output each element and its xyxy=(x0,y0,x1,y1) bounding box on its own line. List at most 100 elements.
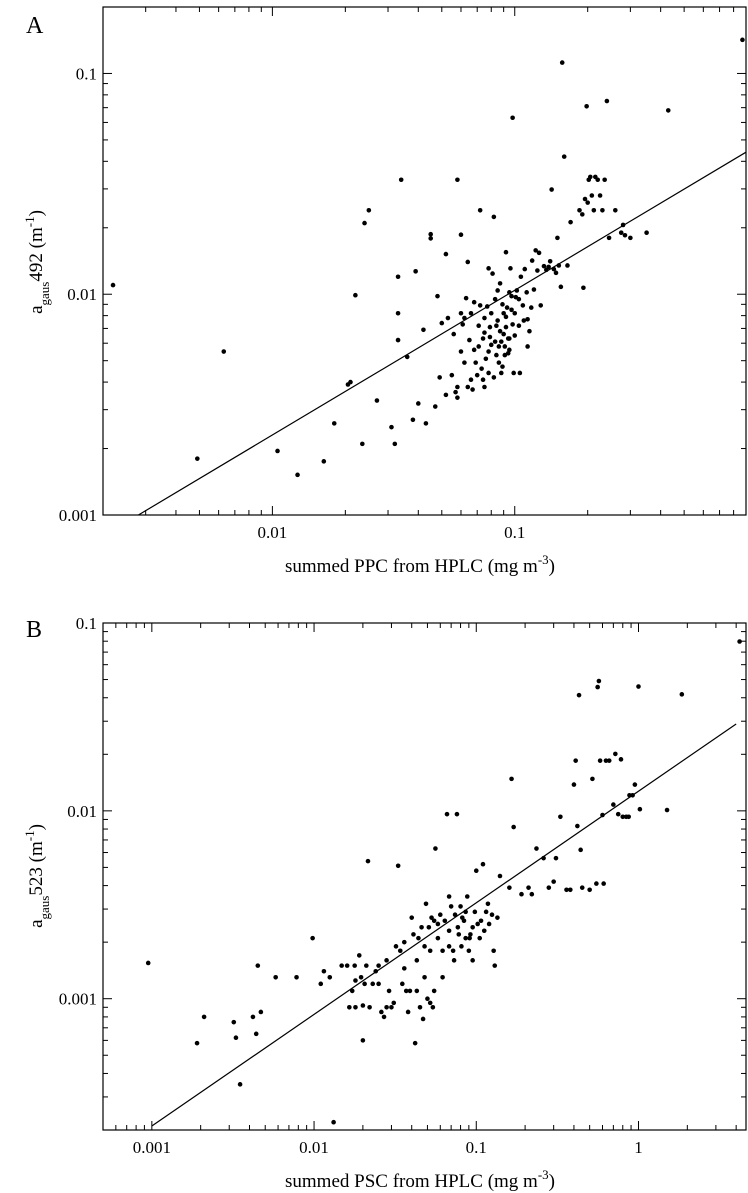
data-point xyxy=(410,417,416,423)
data-point xyxy=(630,792,635,798)
scatter-panel-b: B 0.001 0.01 0.1 1 0.001 0.01 0.1 summed PSC f… xyxy=(22,614,747,1192)
data-point xyxy=(451,958,457,963)
data-point xyxy=(331,421,337,426)
data-point xyxy=(518,274,524,280)
data-point xyxy=(421,327,426,333)
data-point xyxy=(590,776,595,782)
y-tick-label: 0.001 xyxy=(59,506,97,525)
data-point xyxy=(435,921,441,927)
data-point xyxy=(494,352,499,358)
data-point xyxy=(600,812,605,818)
data-point xyxy=(565,263,570,268)
data-point xyxy=(353,978,358,983)
data-point xyxy=(561,154,567,159)
data-point xyxy=(455,384,460,390)
data-point xyxy=(509,776,514,782)
data-point xyxy=(455,924,461,930)
data-point xyxy=(531,287,537,292)
data-point xyxy=(492,296,498,302)
data-point xyxy=(374,398,380,403)
data-point xyxy=(446,944,452,949)
data-point xyxy=(429,915,434,920)
data-point xyxy=(253,1031,259,1037)
data-point xyxy=(504,305,510,310)
data-point xyxy=(556,263,562,268)
data-point xyxy=(381,1014,387,1020)
data-point xyxy=(473,868,479,874)
data-point xyxy=(487,334,493,340)
data-point xyxy=(431,918,437,924)
data-point xyxy=(442,918,448,924)
data-point xyxy=(618,230,624,235)
data-point xyxy=(416,401,421,406)
data-point xyxy=(618,757,624,762)
data-point xyxy=(559,60,565,65)
data-point xyxy=(404,354,410,360)
data-point xyxy=(481,928,487,934)
data-point xyxy=(514,288,520,293)
data-point xyxy=(273,974,278,980)
data-point xyxy=(384,1004,389,1010)
data-point xyxy=(602,177,607,183)
data-point xyxy=(525,316,530,322)
data-point xyxy=(491,375,497,380)
data-point xyxy=(353,1004,358,1010)
data-point xyxy=(310,935,315,941)
data-point xyxy=(516,323,522,329)
data-point xyxy=(403,988,409,994)
data-point xyxy=(500,364,505,369)
data-point xyxy=(201,1014,207,1020)
data-point xyxy=(195,456,200,461)
data-point xyxy=(465,384,471,390)
data-point xyxy=(501,331,506,337)
data-point xyxy=(581,285,586,291)
data-point xyxy=(492,339,498,344)
data-point xyxy=(451,331,457,337)
data-point xyxy=(546,264,551,270)
fit-line-b xyxy=(151,723,737,1127)
data-point xyxy=(484,304,490,309)
data-point xyxy=(376,981,381,987)
data-point xyxy=(482,384,487,390)
data-point xyxy=(358,974,364,980)
data-point xyxy=(611,802,616,807)
data-point xyxy=(389,1004,394,1010)
data-point xyxy=(737,639,742,644)
data-point xyxy=(501,310,506,316)
data-point xyxy=(347,1004,352,1010)
data-point xyxy=(509,307,514,313)
data-point xyxy=(551,266,557,272)
data-point xyxy=(475,921,480,927)
data-point xyxy=(427,948,433,954)
data-point xyxy=(409,915,415,920)
data-point xyxy=(632,782,638,787)
data-point xyxy=(483,909,489,915)
data-point xyxy=(516,296,522,302)
data-point xyxy=(435,935,441,941)
plot-frame-a xyxy=(102,6,747,516)
data-point xyxy=(529,891,535,897)
data-point xyxy=(437,912,443,918)
data-point xyxy=(395,310,401,316)
data-point xyxy=(620,814,626,820)
data-point xyxy=(500,302,505,307)
data-point xyxy=(644,230,649,235)
data-point xyxy=(477,303,483,308)
data-point xyxy=(637,806,643,812)
data-point xyxy=(507,885,512,890)
data-point xyxy=(443,251,449,257)
data-point xyxy=(349,988,355,994)
data-point xyxy=(468,377,474,383)
data-point xyxy=(547,258,553,264)
data-point xyxy=(636,684,641,689)
data-point xyxy=(412,1040,418,1046)
x-tick-label: 0.1 xyxy=(466,1138,487,1157)
data-point xyxy=(405,1009,411,1015)
data-point xyxy=(546,885,552,890)
data-point xyxy=(512,310,518,316)
data-point xyxy=(445,315,451,321)
data-point xyxy=(416,935,421,941)
data-point xyxy=(485,901,491,907)
data-point xyxy=(526,885,531,890)
data-point xyxy=(595,684,600,690)
